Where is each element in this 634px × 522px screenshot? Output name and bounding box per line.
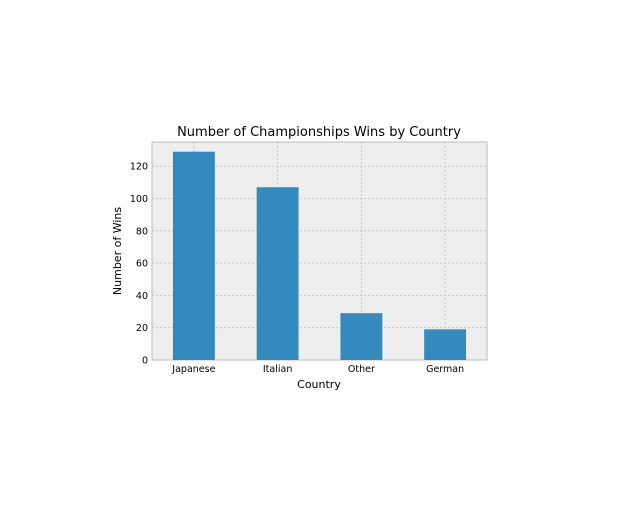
bars [172,151,467,360]
y-tick-label: 20 [136,323,148,334]
y-tick-label: 60 [136,259,148,270]
y-tick-labels: 0 20 40 60 80 100 120 [130,162,148,367]
x-axis-label: Country [297,378,341,391]
y-tick-label: 100 [130,194,148,205]
x-tick-labels: Japanese Italian Other German [171,364,464,375]
chart-title: Number of Championships Wins by Country [177,125,461,140]
bar-italian [256,187,299,360]
bar-german [424,329,467,360]
y-tick-label: 0 [142,356,148,367]
x-tick-label: Other [348,364,375,375]
bar-other [340,313,383,360]
x-tick-label: Italian [263,364,292,375]
y-tick-label: 40 [136,291,148,302]
x-tick-label: Japanese [171,364,215,375]
y-tick-label: 80 [136,226,148,237]
x-tick-label: German [426,364,464,375]
y-axis-label: Number of Wins [111,207,124,295]
bar-japanese [172,151,215,360]
y-tick-label: 120 [130,162,148,173]
